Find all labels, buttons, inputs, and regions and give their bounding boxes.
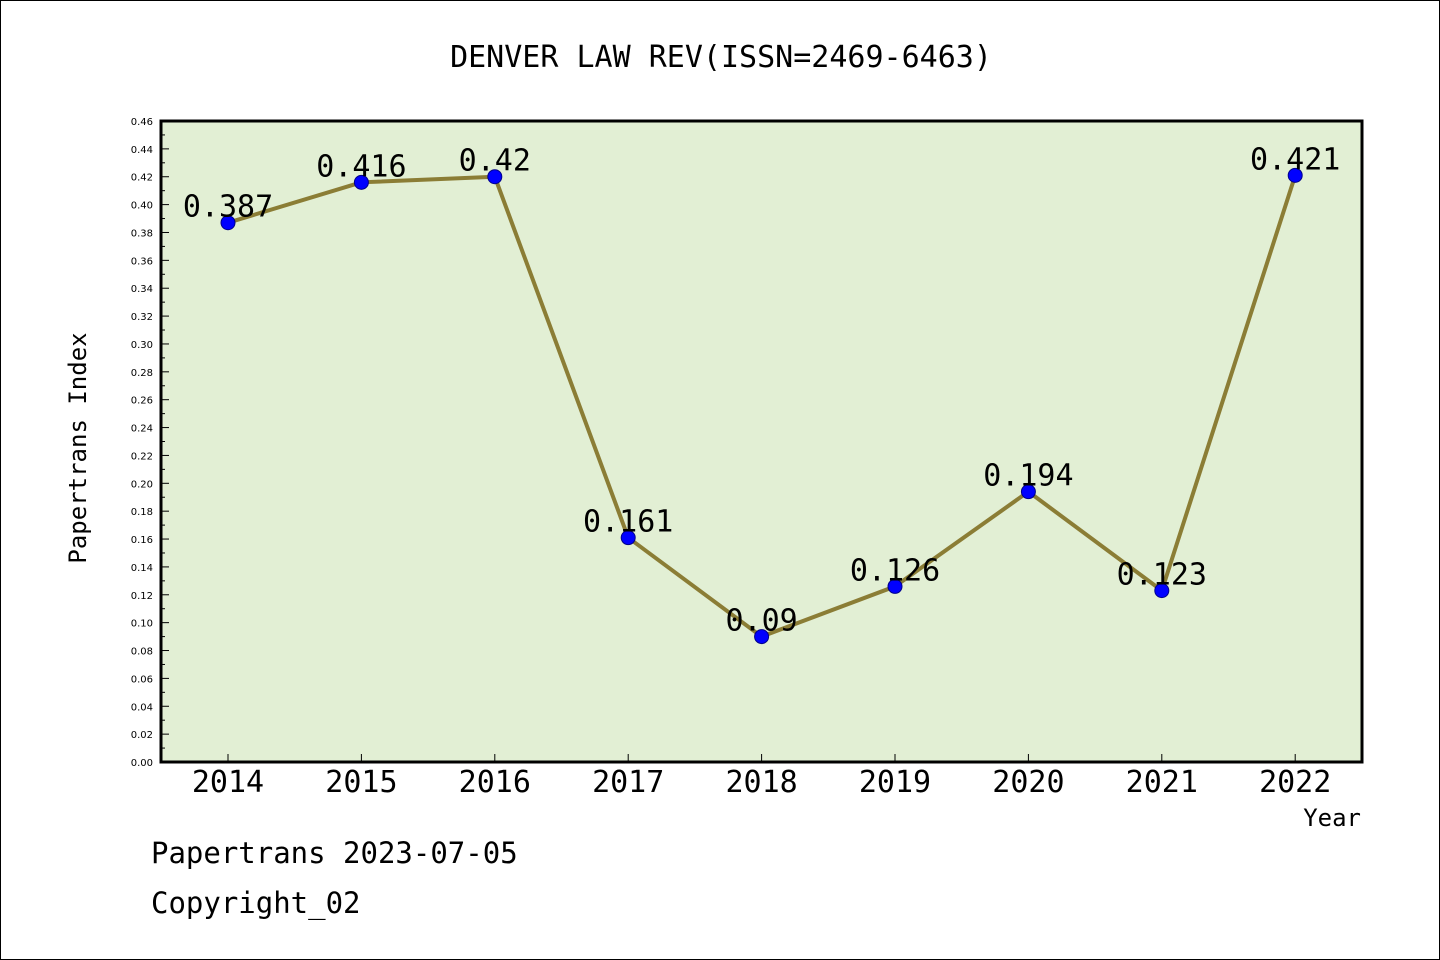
data-label: 0.421 [1250, 142, 1340, 177]
x-tick-label: 2014 [192, 765, 264, 800]
y-tick-label: 0.44 [131, 145, 153, 156]
data-label: 0.126 [850, 553, 940, 588]
y-tick-label: 0.14 [131, 563, 153, 574]
x-axis-label: Year [1303, 804, 1361, 832]
x-tick-label: 2015 [325, 765, 397, 800]
data-point [1020, 484, 1036, 500]
data-point [1154, 583, 1170, 599]
y-tick-label: 0.18 [131, 507, 153, 518]
y-tick-label: 0.30 [131, 340, 153, 351]
y-tick-label: 0.42 [131, 173, 153, 184]
x-tick-label: 2017 [592, 765, 664, 800]
y-tick-label: 0.24 [131, 424, 153, 435]
data-label: 0.09 [725, 604, 797, 639]
y-axis-label: Papertrans Index [64, 332, 92, 563]
y-tick-label: 0.02 [131, 730, 153, 741]
y-tick-label: 0.08 [131, 647, 153, 658]
y-tick-label: 0.46 [131, 117, 153, 128]
data-label: 0.387 [183, 190, 273, 225]
y-tick-label: 0.28 [131, 368, 153, 379]
y-axis-ticks: 0.00 0.02 0.04 0.06 0.08 0.10 0.12 0.14 0.16 0.18… [131, 117, 169, 769]
data-point [754, 629, 770, 645]
y-tick-label: 0.06 [131, 674, 153, 685]
y-tick-label: 0.36 [131, 256, 153, 267]
x-axis-ticks: 2014 2015 2016 2017 2018 2019 2020 2021 2022 [192, 754, 1331, 800]
footer-date: Papertrans 2023-07-05 [151, 836, 518, 870]
y-tick-label: 0.38 [131, 228, 153, 239]
chart-title: DENVER LAW REV(ISSN=2469-6463) [450, 40, 992, 75]
data-point [1287, 167, 1303, 183]
x-tick-label: 2021 [1126, 765, 1198, 800]
y-tick-label: 0.10 [131, 619, 153, 630]
data-points [220, 167, 1303, 645]
x-tick-label: 2018 [725, 765, 797, 800]
x-tick-label: 2020 [992, 765, 1064, 800]
y-tick-label: 0.00 [131, 758, 153, 769]
y-tick-label: 0.20 [131, 479, 153, 490]
y-tick-label: 0.12 [131, 591, 153, 602]
y-tick-label: 0.34 [131, 284, 153, 295]
y-tick-label: 0.26 [131, 396, 153, 407]
data-label: 0.161 [583, 505, 673, 540]
data-label: 0.42 [459, 144, 531, 179]
data-point [353, 174, 369, 190]
x-tick-label: 2019 [859, 765, 931, 800]
y-tick-label: 0.32 [131, 312, 153, 323]
x-tick-label: 2016 [459, 765, 531, 800]
y-tick-label: 0.16 [131, 535, 153, 546]
y-tick-label: 0.40 [131, 201, 153, 212]
y-tick-label: 0.22 [131, 451, 153, 462]
y-tick-label: 0.04 [131, 702, 153, 713]
data-labels: 0.387 0.416 0.42 0.161 0.09 0.126 0.194 0.123 0.… [183, 142, 1341, 638]
data-point [220, 215, 236, 231]
data-label: 0.123 [1117, 558, 1207, 593]
data-point [487, 169, 503, 185]
data-label: 0.416 [316, 149, 406, 184]
data-point [887, 578, 903, 594]
data-point [620, 530, 636, 546]
x-tick-label: 2022 [1259, 765, 1331, 800]
data-label: 0.194 [983, 459, 1073, 494]
footer-copyright: Copyright_02 [151, 886, 361, 920]
plot-area [159, 119, 1364, 764]
